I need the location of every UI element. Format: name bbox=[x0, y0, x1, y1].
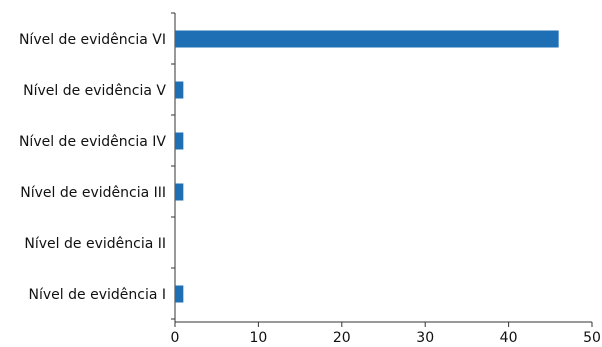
category-label: Nível de evidência IV bbox=[19, 134, 166, 150]
category-label: Nível de evidência III bbox=[20, 185, 166, 201]
x-tick-label: 40 bbox=[500, 330, 518, 346]
x-tick-label: 50 bbox=[583, 330, 601, 346]
x-tick-label: 20 bbox=[333, 330, 351, 346]
category-label: Nível de evidência I bbox=[29, 287, 166, 303]
x-tick-label: 30 bbox=[416, 330, 434, 346]
x-tick-label: 10 bbox=[249, 330, 267, 346]
bar bbox=[175, 81, 184, 99]
bar bbox=[175, 132, 184, 150]
category-label: Nível de evidência V bbox=[23, 83, 166, 99]
bar bbox=[175, 30, 559, 48]
x-tick-label: 0 bbox=[171, 330, 180, 346]
category-label: Nível de evidência VI bbox=[19, 32, 166, 48]
bar bbox=[175, 285, 184, 303]
category-label: Nível de evidência II bbox=[24, 236, 166, 252]
bar bbox=[175, 183, 184, 201]
